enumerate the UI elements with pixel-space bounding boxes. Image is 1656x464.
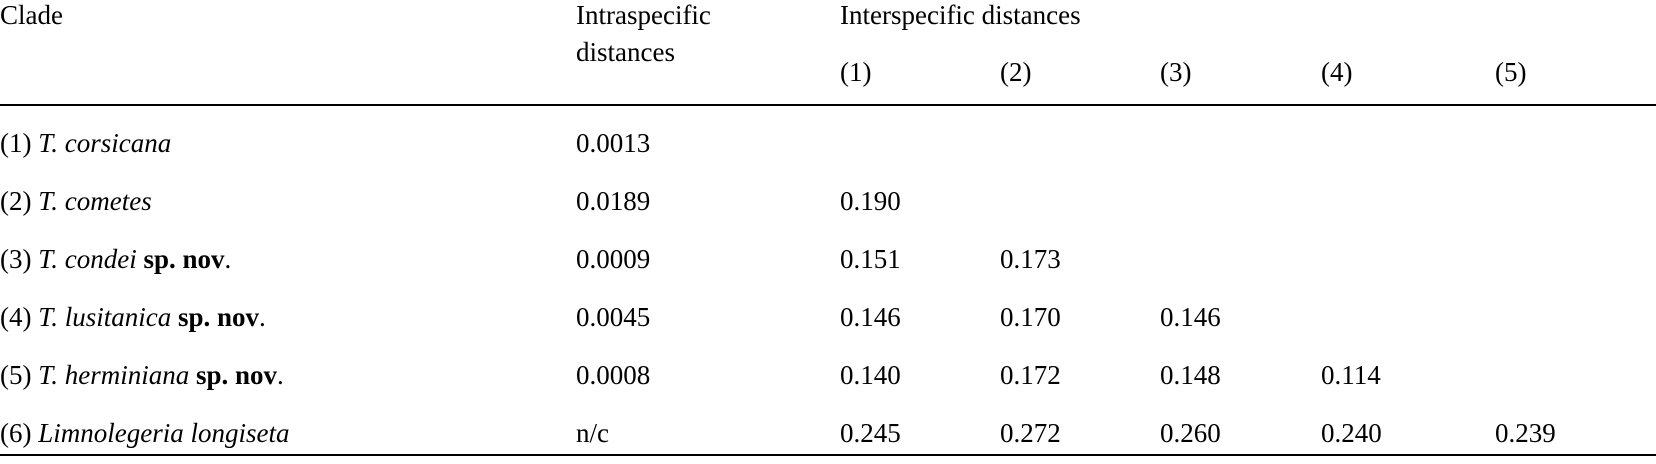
species-name: T. herminiana <box>38 360 190 390</box>
bottom-rule <box>0 454 1656 456</box>
header-col-5: (5) <box>1495 57 1527 87</box>
header-intraspecific-line2: distances <box>576 37 675 67</box>
distance-cell-2: 0.173 <box>1000 244 1061 274</box>
distance-cell-5: 0.239 <box>1495 418 1556 448</box>
clade-cell: (5) T. herminiana sp. nov. <box>0 360 284 390</box>
distance-cell-2: 0.170 <box>1000 302 1061 332</box>
sp-nov-label: sp. nov <box>136 244 225 274</box>
species-name: T. corsicana <box>38 128 172 158</box>
clade-cell: (4) T. lusitanica sp. nov. <box>0 302 266 332</box>
clade-cell: (1) T. corsicana <box>0 128 172 158</box>
distance-cell-4: 0.240 <box>1321 418 1382 448</box>
sp-nov-label: sp. nov <box>171 302 260 332</box>
intraspecific-cell: 0.0013 <box>576 128 651 158</box>
intraspecific-cell: 0.0009 <box>576 244 651 274</box>
header-col-2: (2) <box>1000 57 1032 87</box>
species-name: T. cometes <box>38 186 152 216</box>
header-col-4: (4) <box>1321 57 1353 87</box>
header-col-3: (3) <box>1160 57 1192 87</box>
sp-nov-label: sp. nov <box>189 360 278 390</box>
species-name: Limnolegeria longiseta <box>38 418 290 448</box>
distance-cell-1: 0.146 <box>840 302 901 332</box>
species-name: T. condei <box>38 244 137 274</box>
table-row: (1) T. corsicana 0.0013 <box>0 116 1656 174</box>
distance-cell-3: 0.260 <box>1160 418 1221 448</box>
distance-cell-3: 0.146 <box>1160 302 1221 332</box>
header-intraspecific-line1: Intraspecific <box>576 0 711 30</box>
distance-cell-3: 0.148 <box>1160 360 1221 390</box>
clade-cell: (6) Limnolegeria longiseta <box>0 418 290 448</box>
distance-cell-2: 0.172 <box>1000 360 1061 390</box>
intraspecific-cell: 0.0045 <box>576 302 651 332</box>
distance-cell-1: 0.190 <box>840 186 901 216</box>
distance-cell-2: 0.272 <box>1000 418 1061 448</box>
distance-cell-1: 0.151 <box>840 244 901 274</box>
distance-cell-1: 0.245 <box>840 418 901 448</box>
header-rule <box>0 104 1656 106</box>
table-row: (4) T. lusitanica sp. nov. 0.0045 0.146 … <box>0 290 1656 348</box>
intraspecific-cell: 0.0008 <box>576 360 651 390</box>
table-row: (3) T. condei sp. nov. 0.0009 0.151 0.17… <box>0 232 1656 290</box>
header-clade: Clade <box>0 0 63 30</box>
clade-cell: (2) T. cometes <box>0 186 152 216</box>
clade-cell: (3) T. condei sp. nov. <box>0 244 232 274</box>
table-row: (5) T. herminiana sp. nov. 0.0008 0.140 … <box>0 348 1656 406</box>
distance-cell-1: 0.140 <box>840 360 901 390</box>
table-row: (2) T. cometes 0.0189 0.190 <box>0 174 1656 232</box>
header-interspecific: Interspecific distances <box>840 0 1081 30</box>
intraspecific-cell: n/c <box>576 418 609 448</box>
header-col-1: (1) <box>840 57 872 87</box>
species-name: T. lusitanica <box>38 302 172 332</box>
distance-cell-4: 0.114 <box>1321 360 1381 390</box>
table-row: (6) Limnolegeria longiseta n/c 0.245 0.2… <box>0 406 1656 464</box>
intraspecific-cell: 0.0189 <box>576 186 651 216</box>
